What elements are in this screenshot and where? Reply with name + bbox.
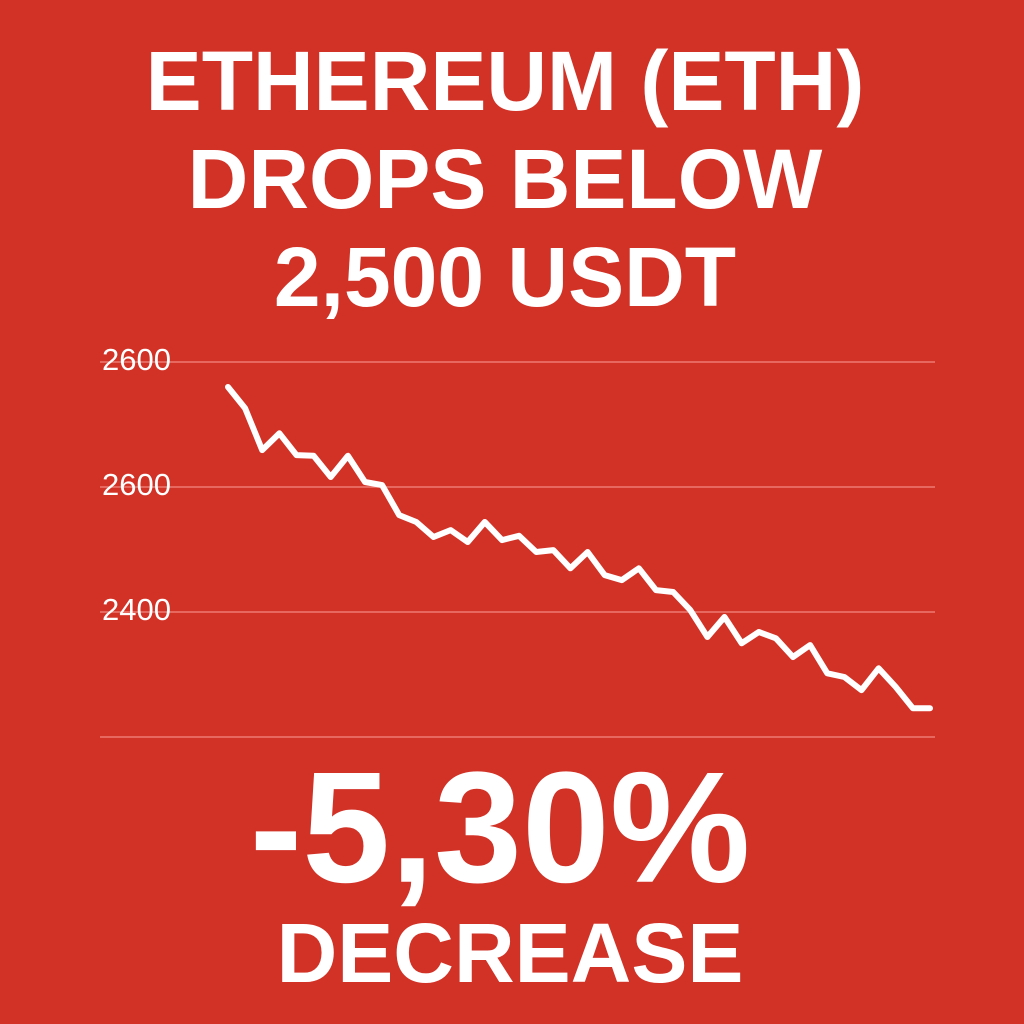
y-tick-label: 2600 <box>102 467 171 502</box>
change-percent: -5,30% <box>250 740 751 916</box>
change-label: DECREASE <box>277 906 744 1000</box>
title-line: 2,500 USDT <box>274 230 736 324</box>
price-line <box>225 384 933 712</box>
title-line: DROPS BELOW <box>188 132 823 226</box>
title-line: ETHEREUM (ETH) <box>146 34 865 128</box>
y-tick-label: 2400 <box>102 592 171 627</box>
y-tick-label: 2600 <box>102 342 171 377</box>
